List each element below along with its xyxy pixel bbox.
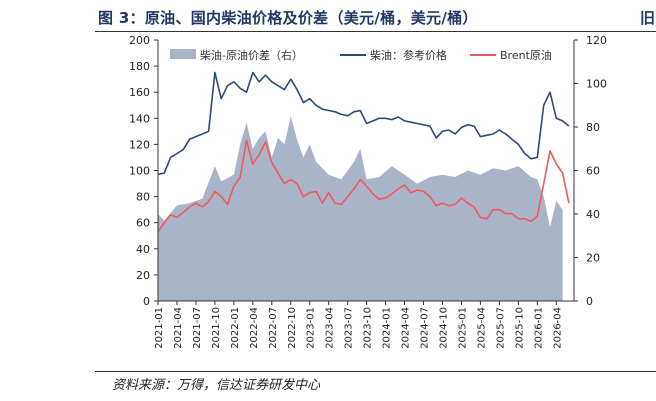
- right-tick-label: 60: [586, 165, 600, 178]
- x-tick-label: 2026-01: [533, 307, 544, 349]
- x-tick-label: 2024-07: [420, 307, 431, 349]
- x-tick-label: 2022-10: [287, 307, 298, 349]
- right-tick-label: 20: [586, 252, 600, 265]
- source-rule: [95, 371, 656, 372]
- brent-price-line: [157, 139, 570, 233]
- left-tick-label: 100: [129, 165, 150, 178]
- source-note: 资料来源：万得，信达证券研发中心: [112, 378, 321, 393]
- x-tick-label: 2023-04: [325, 307, 336, 349]
- x-tick-label: 2023-01: [306, 307, 317, 349]
- left-tick-label: 80: [136, 191, 150, 204]
- left-tick-label: 120: [129, 138, 150, 151]
- x-tick-label: 2022-07: [268, 307, 279, 349]
- x-tick-label: 2025-07: [495, 307, 506, 349]
- right-tick-label: 0: [586, 295, 593, 308]
- x-tick-label: 2025-04: [476, 307, 487, 349]
- x-tick-label: 2021-01: [154, 307, 165, 349]
- left-tick-label: 60: [136, 217, 150, 230]
- spread-area: [158, 116, 563, 301]
- legend-swatch-spread: [170, 49, 196, 59]
- left-tick-label: 40: [136, 243, 150, 256]
- right-tick-label: 40: [586, 208, 600, 221]
- x-tick-label: 2021-07: [192, 307, 203, 349]
- left-tick-label: 180: [129, 60, 150, 73]
- x-tick-label: 2023-07: [344, 307, 355, 349]
- left-tick-label: 140: [129, 112, 150, 125]
- legend-label: Brent原油: [500, 48, 552, 62]
- x-tick-label: 2023-10: [363, 307, 374, 349]
- right-tick-label: 100: [586, 78, 607, 91]
- chart: 0 20 40 60 80 100 120 140 160 180 200 0 20 40 60 80 100 1…: [129, 34, 607, 349]
- x-tick-label: 2021-04: [173, 307, 184, 349]
- legend-label: 柴油：参考价格: [370, 48, 447, 62]
- left-tick-label: 0: [143, 295, 150, 308]
- x-tick-label: 2021-10: [211, 307, 222, 349]
- spread-area-layer: [158, 116, 563, 301]
- figure-title-cut: 旧: [640, 9, 656, 27]
- title-rule: [95, 31, 656, 32]
- x-tick-label: 2025-10: [514, 307, 525, 349]
- left-tick-label: 200: [129, 34, 150, 47]
- diesel-price-line: [157, 71, 570, 176]
- right-tick-label: 120: [586, 34, 607, 47]
- left-tick-label: 20: [136, 269, 150, 282]
- legend-label: 柴油-原油价差（右）: [200, 48, 303, 62]
- x-tick-label: 2026-04: [552, 307, 563, 349]
- x-tick-label: 2024-10: [438, 307, 449, 349]
- x-tick-label: 2024-04: [401, 307, 412, 349]
- legend: 柴油-原油价差（右） 柴油：参考价格 Brent原油: [170, 48, 552, 62]
- axes-layer: 0 20 40 60 80 100 120 140 160 180 200 0 20 40 60 80 100 1…: [129, 34, 607, 349]
- right-tick-label: 80: [586, 121, 600, 134]
- price-lines-layer: [157, 71, 570, 233]
- x-tick-label: 2025-01: [457, 307, 468, 349]
- x-tick-label: 2024-01: [382, 307, 393, 349]
- x-tick-label: 2022-04: [249, 307, 260, 349]
- left-tick-label: 160: [129, 86, 150, 99]
- figure-title: 图 3：原油、国内柴油价格及价差（美元/桶，美元/桶）: [98, 9, 478, 27]
- x-tick-label: 2022-01: [230, 307, 241, 349]
